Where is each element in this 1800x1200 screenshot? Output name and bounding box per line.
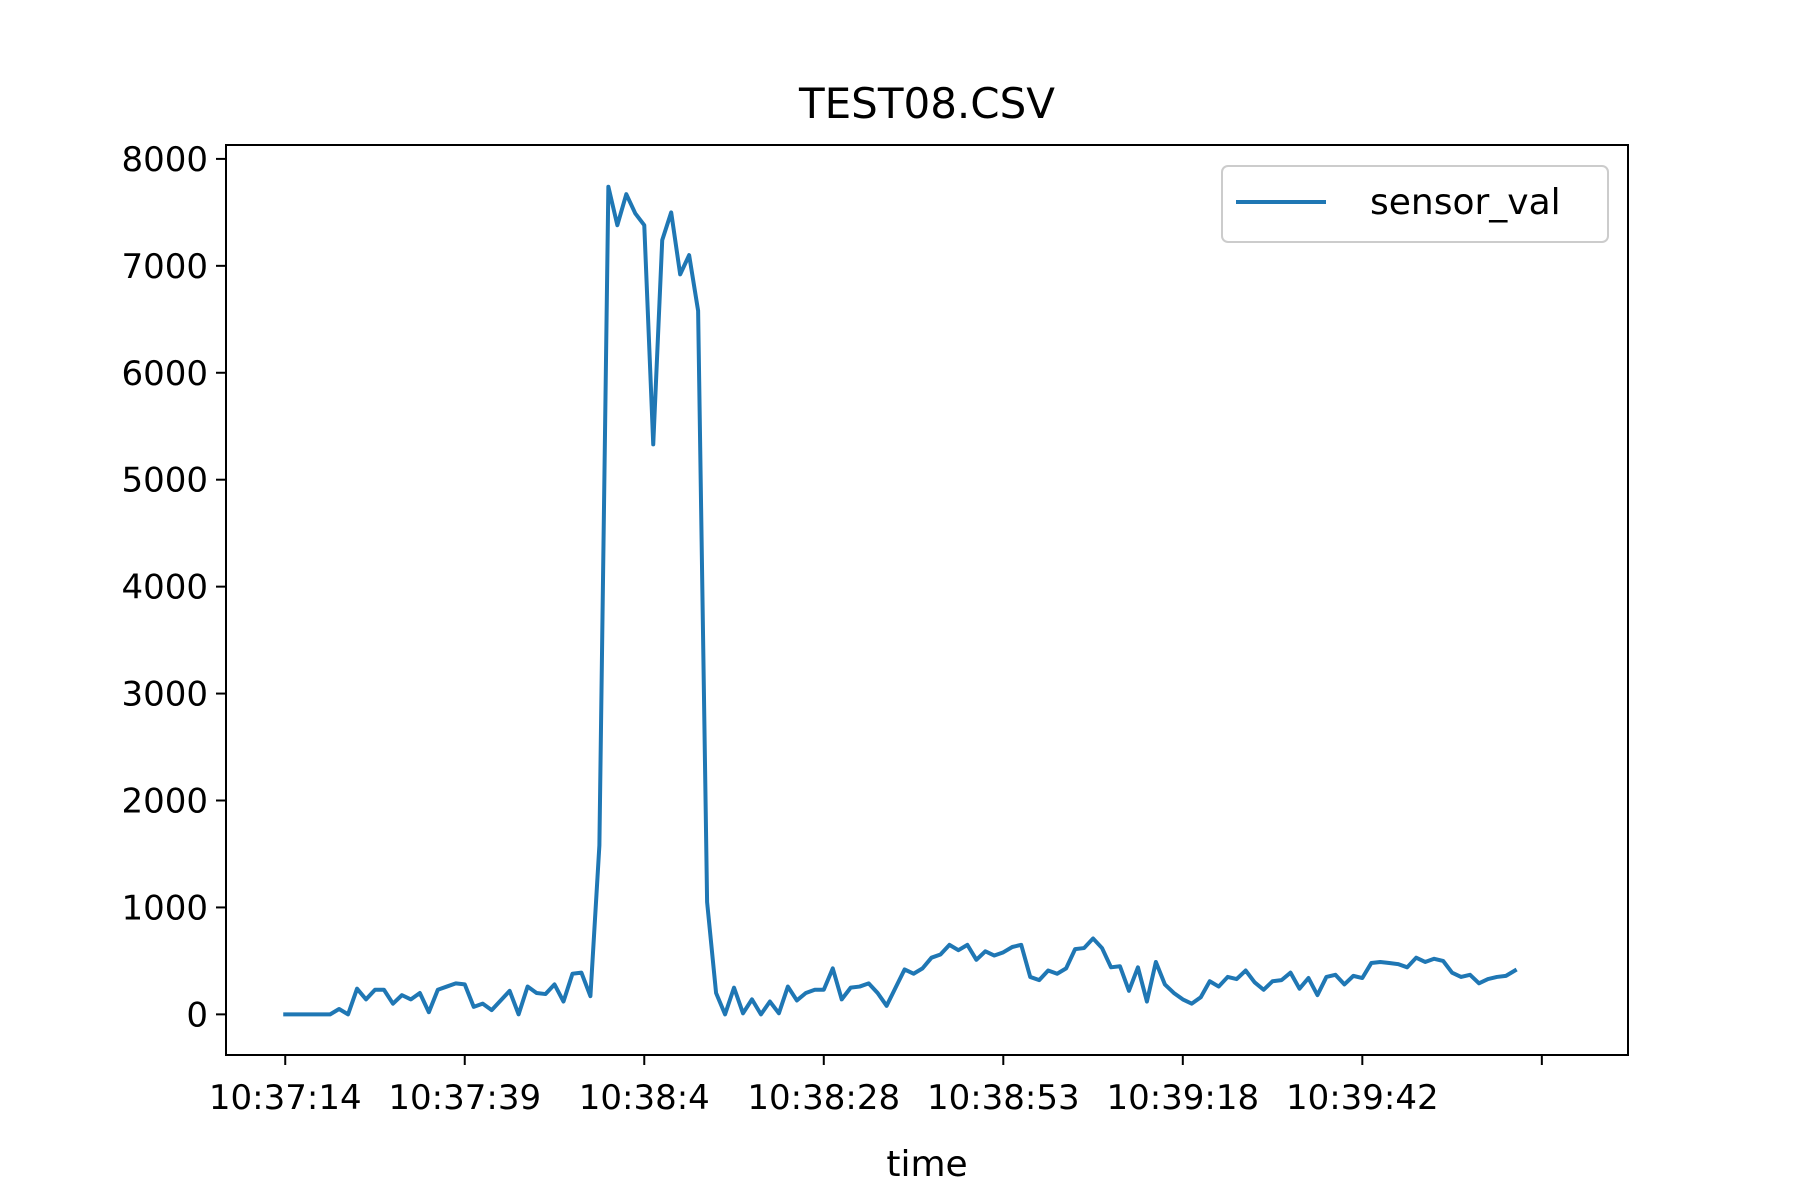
x-tick-label: 10:38:4 [579, 1078, 710, 1118]
plot-frame [225, 144, 1629, 1056]
series-line-sensor-val [283, 184, 1518, 1017]
x-tick-label: 10:38:28 [747, 1078, 900, 1118]
x-tick-label: 10:39:18 [1106, 1078, 1259, 1118]
x-axis: 10:37:14 10:37:39 10:38:4 10:38:28 10:38:53 1… [209, 1055, 1543, 1118]
y-tick-label: 8000 [121, 140, 208, 180]
x-axis-label: time [886, 1144, 967, 1185]
legend-box [1221, 165, 1609, 243]
series-group [283, 184, 1518, 1017]
x-tick-label: 10:37:14 [209, 1078, 362, 1118]
y-tick-label: 4000 [121, 568, 208, 608]
y-axis: 0 1000 2000 3000 4000 5000 6000 7000 8000 [121, 140, 226, 1035]
y-tick-label: 1000 [121, 888, 208, 928]
legend-label-sensor-val: sensor_val [1370, 182, 1561, 223]
y-tick-label: 3000 [121, 675, 208, 715]
chart-title: TEST08.CSV [798, 79, 1055, 128]
x-tick-label: 10:38:53 [927, 1078, 1080, 1118]
y-tick-label: 5000 [121, 461, 208, 501]
x-tick-label: 10:39:42 [1286, 1078, 1439, 1118]
y-tick-label: 6000 [121, 354, 208, 394]
y-tick-label: 2000 [121, 781, 208, 821]
legend: sensor_val [1221, 165, 1609, 243]
x-tick-label: 10:37:39 [388, 1078, 541, 1118]
y-tick-label: 0 [186, 995, 208, 1035]
y-tick-label: 7000 [121, 247, 208, 287]
